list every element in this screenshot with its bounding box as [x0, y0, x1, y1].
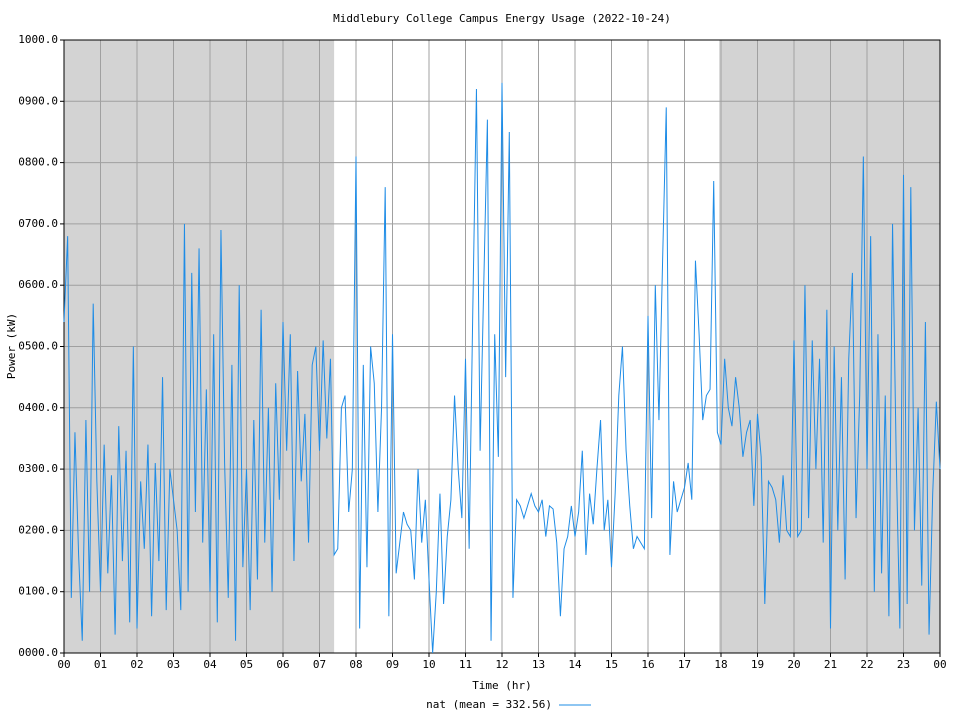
- x-tick-label: 05: [240, 658, 253, 671]
- y-tick-label: 0900.0: [18, 94, 58, 107]
- x-tick-label: 20: [787, 658, 800, 671]
- x-tick-label: 21: [824, 658, 837, 671]
- y-axis-label: Power (kW): [5, 313, 18, 379]
- x-tick-label: 07: [313, 658, 326, 671]
- x-tick-label: 00: [933, 658, 946, 671]
- y-tick-label: 0800.0: [18, 156, 58, 169]
- y-tick-label: 0200.0: [18, 523, 58, 536]
- x-tick-label: 12: [495, 658, 508, 671]
- x-tick-label: 08: [349, 658, 362, 671]
- series-line: [63, 82, 941, 654]
- x-tick-label: 10: [422, 658, 435, 671]
- x-tick-label: 00: [57, 658, 70, 671]
- x-tick-label: 15: [605, 658, 618, 671]
- x-tick-label: 01: [94, 658, 107, 671]
- x-tick-label: 17: [678, 658, 691, 671]
- x-tick-label: 23: [897, 658, 910, 671]
- y-tick-label: 0300.0: [18, 462, 58, 475]
- chart-title: Middlebury College Campus Energy Usage (…: [333, 12, 671, 25]
- x-tick-label: 14: [568, 658, 582, 671]
- y-tick-label: 1000.0: [18, 33, 58, 46]
- x-tick-label: 22: [860, 658, 873, 671]
- y-tick-label: 0000.0: [18, 646, 58, 659]
- y-tick-label: 0700.0: [18, 217, 58, 230]
- x-tick-label: 13: [532, 658, 545, 671]
- plot-frame: [63, 39, 941, 654]
- x-tick-label: 11: [459, 658, 472, 671]
- x-tick-label: 03: [167, 658, 180, 671]
- x-axis-label: Time (hr): [472, 679, 532, 692]
- x-tick-label: 02: [130, 658, 143, 671]
- x-tick-label: 06: [276, 658, 289, 671]
- x-tick-label: 09: [386, 658, 399, 671]
- x-tick-label: 16: [641, 658, 654, 671]
- y-tick-label: 0400.0: [18, 401, 58, 414]
- legend-label: nat (mean = 332.56): [426, 698, 552, 711]
- y-tick-label: 0500.0: [18, 340, 58, 353]
- x-tick-label: 18: [714, 658, 727, 671]
- y-tick-label: 0600.0: [18, 278, 58, 291]
- x-tick-label: 19: [751, 658, 764, 671]
- x-tick-label: 04: [203, 658, 217, 671]
- y-tick-label: 0100.0: [18, 585, 58, 598]
